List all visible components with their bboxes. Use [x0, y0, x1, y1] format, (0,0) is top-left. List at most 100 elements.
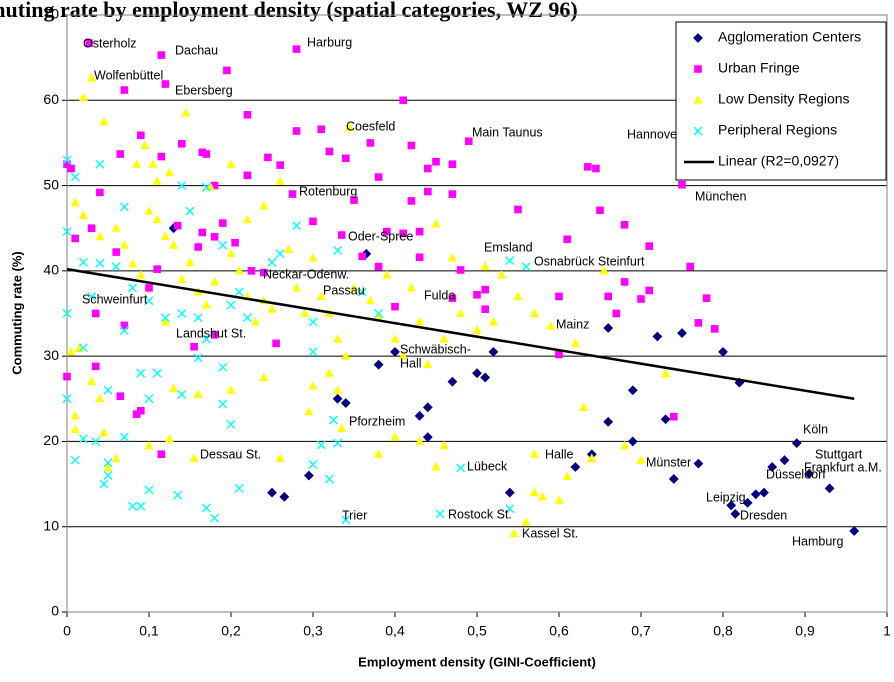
point: [308, 459, 318, 469]
point: [219, 219, 227, 227]
point: [304, 406, 314, 416]
point: [267, 487, 277, 498]
point: [91, 309, 100, 318]
point: [645, 242, 653, 250]
point: [521, 517, 531, 526]
point: [144, 485, 154, 495]
point: [333, 245, 343, 255]
point: [78, 92, 88, 102]
point: [292, 282, 302, 292]
point: [603, 323, 614, 333]
point: [95, 231, 105, 241]
point: [366, 139, 375, 147]
annotation: Rotenburg: [299, 184, 357, 198]
point: [742, 497, 753, 508]
point: [308, 347, 318, 357]
point: [570, 462, 581, 472]
point: [275, 249, 285, 259]
point: [137, 406, 145, 415]
point: [218, 362, 228, 372]
point: [374, 173, 383, 181]
point: [231, 238, 239, 247]
annotation: Osnabrück Steinfurt: [534, 254, 645, 268]
x-tick-label: 0,8: [713, 623, 733, 639]
point: [342, 154, 350, 163]
point: [243, 171, 252, 180]
point: [730, 509, 741, 519]
point: [325, 147, 334, 156]
point: [514, 205, 522, 214]
legend-label: Urban Fringe: [718, 60, 800, 76]
point: [563, 235, 571, 244]
y-tick-label: 60: [43, 91, 59, 107]
point: [144, 206, 154, 215]
x-tick-label: 0,4: [385, 623, 405, 639]
annotation: Dachau: [175, 43, 218, 57]
point: [456, 266, 465, 274]
trend-line: [66, 267, 855, 401]
point: [303, 470, 314, 481]
annotation: Stuttgart: [815, 447, 863, 461]
annotation: Landshut St.: [176, 326, 246, 340]
point: [702, 294, 711, 302]
point: [95, 393, 105, 403]
point: [332, 393, 343, 404]
annotation: Frankfurt a.M.: [804, 460, 882, 474]
point: [439, 334, 449, 343]
point: [152, 368, 162, 378]
point: [70, 455, 80, 465]
point: [668, 474, 679, 484]
point: [472, 368, 482, 379]
point: [189, 453, 199, 462]
point: [415, 436, 425, 445]
point: [210, 232, 219, 241]
point: [422, 432, 433, 443]
x-tick-label: 0,1: [139, 623, 159, 639]
point: [383, 227, 391, 236]
point: [555, 292, 563, 301]
annotation: Halle: [545, 447, 574, 461]
point: [317, 125, 325, 134]
point: [627, 436, 638, 447]
point: [201, 334, 211, 344]
point: [185, 206, 195, 216]
point: [201, 503, 211, 513]
point: [87, 73, 97, 82]
x-tick-label: 0: [63, 623, 71, 639]
point: [128, 259, 138, 268]
point: [160, 317, 170, 326]
point: [308, 380, 318, 390]
y-tick-label: 10: [43, 517, 59, 533]
point: [424, 187, 432, 196]
point: [140, 140, 150, 149]
legend-marker: [693, 33, 703, 43]
point: [193, 313, 203, 323]
point: [439, 440, 449, 450]
point: [132, 159, 142, 168]
point: [448, 160, 457, 169]
annotation: Dresden: [740, 508, 787, 522]
x-tick-label: 0,9: [795, 623, 815, 639]
point: [341, 515, 351, 525]
point: [70, 197, 80, 207]
point: [70, 424, 80, 433]
point: [612, 309, 621, 318]
point: [456, 308, 466, 317]
annotation: Dessau St.: [200, 447, 261, 461]
point: [91, 436, 101, 446]
point: [87, 376, 97, 386]
annotation: Hannover: [627, 127, 681, 141]
y-tick-label: 70: [43, 6, 59, 22]
point: [422, 402, 433, 413]
point: [173, 221, 182, 230]
annotation: Emsland: [484, 240, 533, 254]
point: [119, 240, 129, 249]
x-tick-label: 1: [883, 623, 891, 639]
point: [272, 339, 280, 348]
point: [399, 96, 407, 105]
point: [711, 325, 719, 333]
point: [71, 234, 79, 243]
point: [554, 495, 564, 504]
point: [112, 248, 120, 256]
point: [78, 434, 88, 444]
